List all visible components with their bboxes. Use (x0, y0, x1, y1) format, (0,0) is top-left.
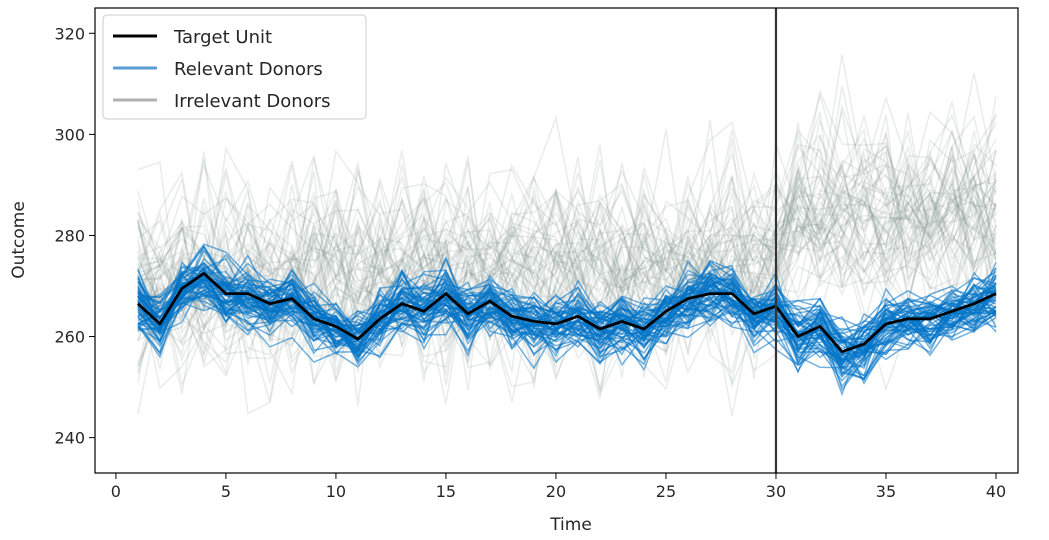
legend-label-relevant-donors: Relevant Donors (174, 59, 323, 80)
relevant-donor-line (137, 266, 997, 377)
irrelevant-donor-line (137, 130, 997, 332)
y-tick-label: 280 (54, 226, 85, 245)
relevant-donor-line (137, 257, 997, 377)
y-tick-label: 240 (54, 429, 85, 448)
irrelevant-donor-line (137, 142, 997, 407)
x-axis: 0 5 10 15 20 25 30 35 40 (111, 473, 1006, 501)
irrelevant-donor-line (137, 114, 997, 337)
legend: Target Unit Relevant Donors Irrelevant D… (102, 14, 367, 120)
irrelevant-donor-line (137, 163, 997, 405)
irrelevant-donor-line (137, 146, 997, 361)
y-axis: 240 260 280 300 320 (54, 24, 95, 448)
y-axis-label: Outcome (9, 201, 29, 279)
legend-label-target-unit: Target Unit (173, 27, 272, 48)
irrelevant-donor-line (137, 169, 997, 415)
irrelevant-donor-line (137, 143, 997, 375)
relevant-donor-line (137, 265, 997, 349)
irrelevant-donor-line (137, 173, 997, 344)
irrelevant-donor-line (137, 110, 997, 338)
irrelevant-donor-line (137, 154, 997, 364)
irrelevant-donor-line (137, 152, 997, 391)
relevant-donor-line (137, 269, 997, 355)
irrelevant-donor-line (137, 224, 997, 396)
irrelevant-donor-line (137, 133, 997, 373)
irrelevant-donor-line (137, 143, 997, 385)
x-tick-label: 20 (546, 482, 566, 501)
x-tick-label: 15 (436, 482, 456, 501)
x-tick-label: 0 (111, 482, 121, 501)
irrelevant-donor-line (137, 132, 997, 386)
x-tick-label: 30 (766, 482, 786, 501)
irrelevant-donor-line (137, 122, 997, 340)
irrelevant-donor-line (137, 133, 997, 334)
relevant-donor-line (137, 280, 997, 381)
plot-frame (94, 7, 1019, 474)
x-tick-label: 40 (986, 482, 1006, 501)
irrelevant-donor-line (137, 151, 997, 355)
x-tick-label: 35 (876, 482, 896, 501)
irrelevant-donor-line (137, 183, 997, 378)
relevant-donor-line (137, 277, 997, 382)
irrelevant-donor-line (137, 128, 997, 314)
x-axis-label: Time (549, 515, 592, 535)
irrelevant-donor-line (137, 85, 997, 349)
irrelevant-donor-line (137, 96, 997, 364)
irrelevant-donor-line (137, 103, 997, 334)
y-tick-label: 300 (54, 125, 85, 144)
irrelevant-donor-line (137, 143, 997, 329)
target-unit-line (136, 271, 997, 354)
relevant-donor-line (137, 283, 997, 369)
y-tick-label: 320 (54, 24, 85, 43)
legend-label-irrelevant-donors: Irrelevant Donors (174, 91, 331, 112)
x-tick-label: 25 (656, 482, 676, 501)
irrelevant-donor-line (137, 193, 997, 416)
irrelevant-donor-line (137, 149, 997, 368)
legend-box (102, 14, 367, 120)
irrelevant-donor-line (137, 113, 997, 365)
x-tick-label: 5 (221, 482, 231, 501)
irrelevant-donor-line (137, 162, 997, 373)
irrelevant-donor-line (137, 95, 997, 342)
y-tick-label: 260 (54, 328, 85, 347)
irrelevant-donor-line (137, 72, 997, 315)
target-unit-layer (136, 271, 997, 354)
irrelevant-donor-line (137, 110, 997, 344)
irrelevant-donor-line (137, 114, 997, 360)
x-tick-label: 10 (326, 482, 346, 501)
